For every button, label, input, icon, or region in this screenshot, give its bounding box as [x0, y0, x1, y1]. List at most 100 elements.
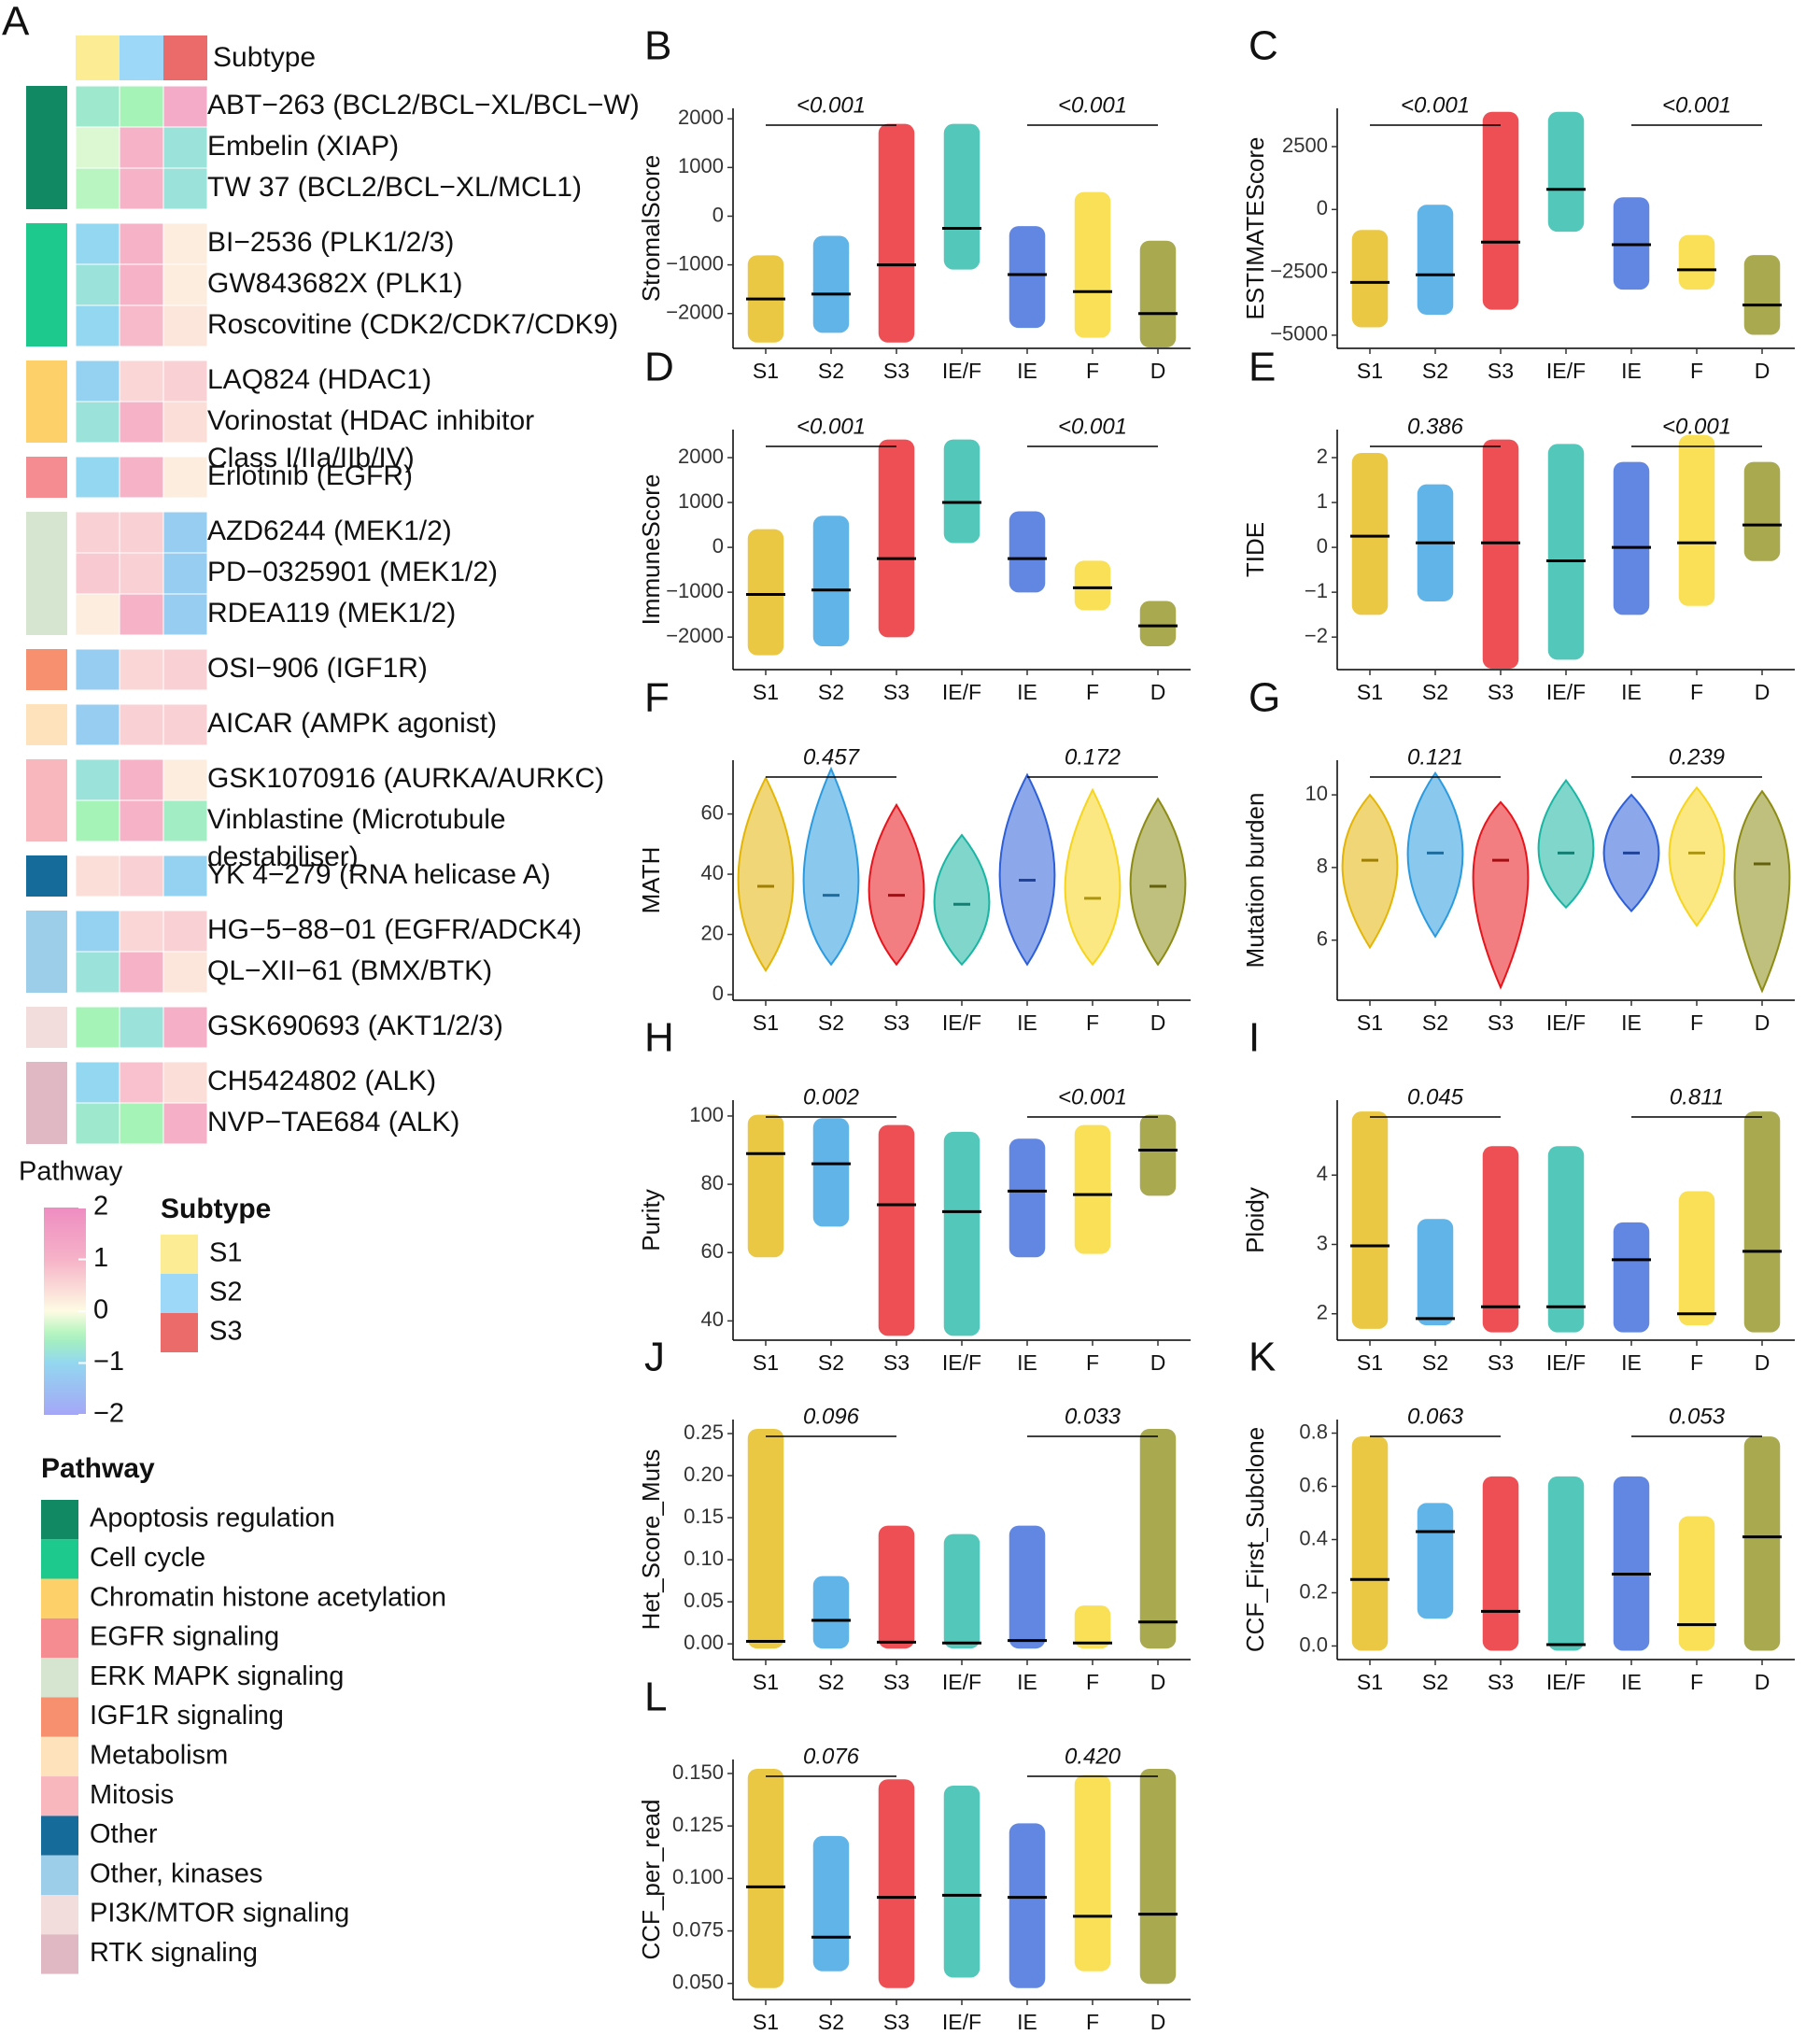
- dot-spread: [812, 1835, 850, 1971]
- dot-spread: [1351, 1111, 1389, 1329]
- y-tick-label: 2: [1317, 1301, 1328, 1324]
- heatmap-cell: [162, 511, 208, 554]
- panel-letter: A: [2, 0, 30, 45]
- y-tick-label: 3: [1317, 1231, 1328, 1254]
- y-tick-label: 0: [712, 203, 724, 226]
- x-tick-label: IE: [1017, 2010, 1037, 2034]
- heatmap-cell: [162, 703, 208, 746]
- p-value: <0.001: [797, 414, 866, 439]
- heatmap-cell: [119, 263, 164, 306]
- violin: [737, 775, 795, 973]
- x-tick-label: S2: [1422, 359, 1448, 383]
- x-tick-label: IE: [1017, 1010, 1037, 1035]
- dot-spread: [943, 1785, 981, 1978]
- x-tick-label: IE/F: [942, 1350, 981, 1375]
- y-tick-label: 0.050: [672, 1971, 724, 1994]
- x-tick-label: IE/F: [942, 2010, 981, 2034]
- legend-key: [41, 1816, 78, 1856]
- pathway-annotation: [26, 911, 67, 993]
- drug-label: BI−2536 (PLK1/2/3): [207, 227, 454, 258]
- colorbar-tick-label: 0: [93, 1295, 108, 1325]
- drug-label: AZD6244 (MEK1/2): [207, 516, 452, 546]
- heatmap-cell: [162, 593, 208, 636]
- x-tick-label: S1: [753, 1670, 779, 1694]
- heatmap-cell: [75, 1102, 120, 1145]
- panel-letter: I: [1249, 1015, 1260, 1061]
- heatmap-cell: [162, 222, 208, 265]
- heatmap-cell: [75, 951, 120, 994]
- dot-spread: [1417, 1219, 1454, 1326]
- dot-spread: [1139, 1768, 1177, 1985]
- y-tick-label: 0.6: [1299, 1473, 1328, 1496]
- panel-letter: G: [1249, 675, 1280, 721]
- dot-spread: [1074, 1124, 1111, 1254]
- x-tick-label: D: [1150, 1350, 1166, 1375]
- legend-key: [41, 1934, 78, 1974]
- legend-label: Apoptosis regulation: [90, 1504, 335, 1533]
- y-axis-label: Ploidy: [1241, 1187, 1269, 1253]
- x-tick-label: S3: [883, 1670, 910, 1694]
- x-tick-label: S1: [1357, 680, 1383, 704]
- heatmap-cell: [75, 703, 120, 746]
- pathway-annotation: [26, 360, 67, 443]
- heatmap-cell: [119, 552, 164, 595]
- violin: [1129, 797, 1187, 967]
- x-tick-label: D: [1150, 1010, 1166, 1035]
- heatmap-cell: [162, 910, 208, 953]
- dot-spread: [1074, 560, 1111, 611]
- x-tick-label: S3: [883, 1010, 910, 1035]
- dot-spread: [1009, 511, 1046, 593]
- heatmap-cell: [119, 85, 164, 128]
- heatmap-cell: [119, 1102, 164, 1145]
- legend-label: Metabolism: [90, 1740, 228, 1770]
- x-tick-label: S1: [753, 1010, 779, 1035]
- heatmap-cell: [162, 552, 208, 595]
- dot-spread: [1547, 1476, 1585, 1651]
- y-tick-label: 6: [1317, 926, 1328, 950]
- drug-label: NVP−TAE684 (ALK): [207, 1107, 459, 1138]
- x-tick-label: S1: [1357, 359, 1383, 383]
- x-tick-label: D: [1150, 2010, 1166, 2034]
- drug-label: RDEA119 (MEK1/2): [207, 598, 456, 629]
- dot-spread: [1678, 234, 1715, 290]
- y-tick-label: 20: [701, 921, 724, 944]
- x-tick-label: IE: [1017, 1350, 1037, 1375]
- legend-key: [41, 1697, 78, 1737]
- dot-spread: [1351, 453, 1389, 615]
- p-value: <0.001: [1662, 92, 1731, 118]
- heatmap-cell: [162, 401, 208, 444]
- p-value: 0.172: [1065, 744, 1121, 770]
- legend-key: [41, 1658, 78, 1698]
- y-tick-label: 0.25: [684, 1420, 724, 1444]
- dot-spread: [812, 1576, 850, 1649]
- dot-spread: [1351, 1436, 1389, 1651]
- x-tick-label: IE/F: [1546, 359, 1586, 383]
- x-tick-label: S3: [883, 2010, 910, 2034]
- heatmap-cell: [162, 951, 208, 994]
- x-tick-label: IE: [1621, 359, 1642, 383]
- pathway-annotation: [26, 649, 67, 690]
- drug-label: Class I/IIa/IIb/IV): [207, 443, 415, 473]
- dot-spread: [1074, 1605, 1111, 1649]
- pathway-annotation: [26, 86, 67, 209]
- panel-letter: D: [644, 345, 674, 390]
- drug-label: AICAR (AMPK agonist): [207, 708, 497, 739]
- y-tick-label: 1000: [678, 154, 724, 177]
- heatmap-cell: [119, 304, 164, 347]
- y-tick-label: −1: [1305, 579, 1328, 602]
- x-tick-label: S3: [1488, 359, 1514, 383]
- x-tick-label: S1: [1357, 1670, 1383, 1694]
- y-tick-label: 40: [701, 861, 724, 884]
- x-tick-label: D: [1755, 1350, 1771, 1375]
- x-tick-label: IE/F: [942, 680, 981, 704]
- heatmap-cell: [162, 1006, 208, 1049]
- x-tick-label: D: [1755, 1010, 1771, 1035]
- dot-spread: [878, 439, 915, 638]
- legend-key: [41, 1539, 78, 1579]
- heatmap-cell: [119, 401, 164, 444]
- violin: [1341, 793, 1399, 950]
- y-tick-label: −5000: [1270, 322, 1328, 346]
- heatmap-cell: [75, 855, 120, 897]
- heatmap-cell: [162, 456, 208, 499]
